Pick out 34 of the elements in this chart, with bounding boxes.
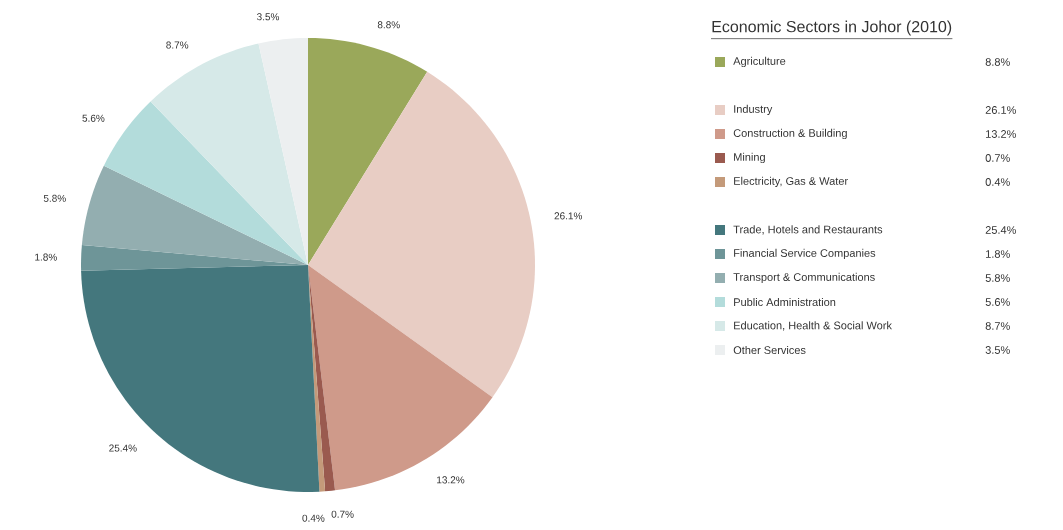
- legend-label: Transport & Communications: [733, 272, 875, 284]
- data-label: 26.1%: [554, 212, 583, 220]
- text: 5.6%: [985, 298, 1010, 306]
- data-label: 3.5%: [256, 13, 280, 21]
- data-label: 5.6%: [82, 114, 105, 122]
- data-label: 1.8%: [35, 253, 57, 261]
- text: 5.8%: [985, 274, 1010, 282]
- legend-label: Electricity, Gas & Water: [734, 176, 848, 188]
- data-label: 13.2%: [437, 476, 465, 484]
- legend-label: Construction & Building: [733, 128, 847, 140]
- data-label: 5.8%: [43, 194, 66, 202]
- legend-label: Agriculture: [733, 56, 786, 68]
- text: 1.8%: [986, 250, 1010, 258]
- data-label: 0.7%: [331, 510, 354, 518]
- chart-title: Economic Sectors in Johor (2010): [712, 20, 952, 36]
- text: 26.1%: [985, 106, 1016, 114]
- legend-label: Trade, Hotels and Restaurants: [733, 225, 883, 235]
- text: 0.7%: [985, 154, 1010, 162]
- text: 8.8%: [985, 58, 1010, 66]
- text: 13.2%: [986, 130, 1016, 138]
- legend-label: Mining: [734, 152, 765, 164]
- legend-label: Industry: [734, 104, 773, 116]
- legend-label: Financial Service Companies: [734, 248, 876, 260]
- data-label: 25.4%: [109, 444, 137, 452]
- text: 3.5%: [985, 346, 1010, 354]
- text: 8.7%: [985, 322, 1010, 330]
- legend-label: Public Administration: [734, 297, 836, 307]
- text: 25.4%: [985, 226, 1016, 234]
- data-label: 8.7%: [166, 41, 189, 49]
- data-label: 0.4%: [302, 514, 325, 522]
- text: 0.4%: [985, 178, 1010, 186]
- data-label: 8.8%: [377, 21, 400, 29]
- legend-label: Other Services: [733, 345, 806, 355]
- legend-label: Education, Health & Social Work: [734, 321, 892, 331]
